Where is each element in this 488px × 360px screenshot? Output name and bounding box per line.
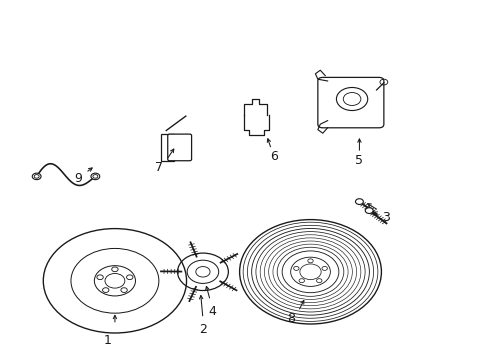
Circle shape <box>32 173 41 180</box>
FancyBboxPatch shape <box>167 134 191 161</box>
Text: 2: 2 <box>199 323 206 336</box>
Bar <box>161 134 173 161</box>
Text: 1: 1 <box>103 334 111 347</box>
FancyBboxPatch shape <box>317 77 383 128</box>
Text: 9: 9 <box>74 172 82 185</box>
Text: 3: 3 <box>382 211 389 224</box>
Text: 7: 7 <box>155 161 163 174</box>
Text: 5: 5 <box>355 154 363 167</box>
Text: 6: 6 <box>269 150 277 163</box>
Circle shape <box>365 208 372 213</box>
Circle shape <box>355 199 363 204</box>
Text: 8: 8 <box>286 312 294 325</box>
Text: 4: 4 <box>208 305 216 318</box>
Circle shape <box>91 173 100 180</box>
